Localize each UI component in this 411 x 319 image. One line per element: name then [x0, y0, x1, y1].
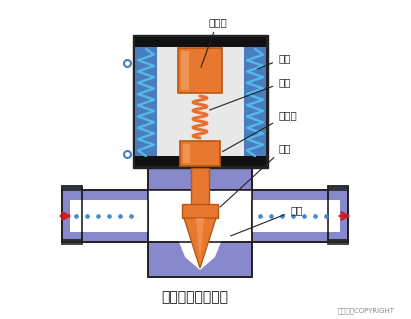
Bar — [135, 37, 266, 166]
Polygon shape — [175, 232, 225, 270]
Bar — [135, 37, 157, 166]
Text: 直接控制式电磁阀: 直接控制式电磁阀 — [162, 290, 229, 304]
Bar — [62, 190, 148, 242]
Text: 东方仿真COPYRIGHT: 东方仿真COPYRIGHT — [338, 308, 395, 314]
Bar — [148, 168, 252, 190]
Text: 弹簧: 弹簧 — [258, 53, 291, 69]
Bar — [148, 168, 252, 190]
Bar — [178, 48, 222, 93]
Bar — [62, 186, 82, 240]
Bar — [62, 190, 148, 242]
Text: 阀座: 阀座 — [231, 205, 302, 236]
Bar — [180, 141, 220, 166]
Bar — [135, 37, 266, 47]
Bar — [62, 188, 82, 244]
Bar — [182, 204, 218, 218]
Bar — [135, 156, 266, 166]
Text: 定铁心: 定铁心 — [201, 17, 227, 67]
Text: 阀芯: 阀芯 — [220, 143, 291, 207]
Bar — [133, 35, 268, 168]
Bar — [148, 242, 252, 277]
Bar — [244, 37, 266, 166]
Polygon shape — [148, 190, 252, 254]
Text: 动铁心: 动铁心 — [222, 110, 297, 152]
Bar — [328, 188, 348, 244]
Bar — [328, 186, 348, 240]
Bar — [183, 144, 190, 163]
Bar — [252, 190, 348, 242]
Bar — [148, 242, 252, 277]
Bar — [191, 168, 209, 215]
Polygon shape — [196, 218, 204, 263]
Bar — [70, 200, 148, 232]
Bar — [181, 51, 189, 90]
Polygon shape — [184, 218, 216, 268]
Text: 线圈: 线圈 — [210, 77, 291, 110]
Bar — [252, 190, 348, 242]
Bar — [252, 200, 340, 232]
